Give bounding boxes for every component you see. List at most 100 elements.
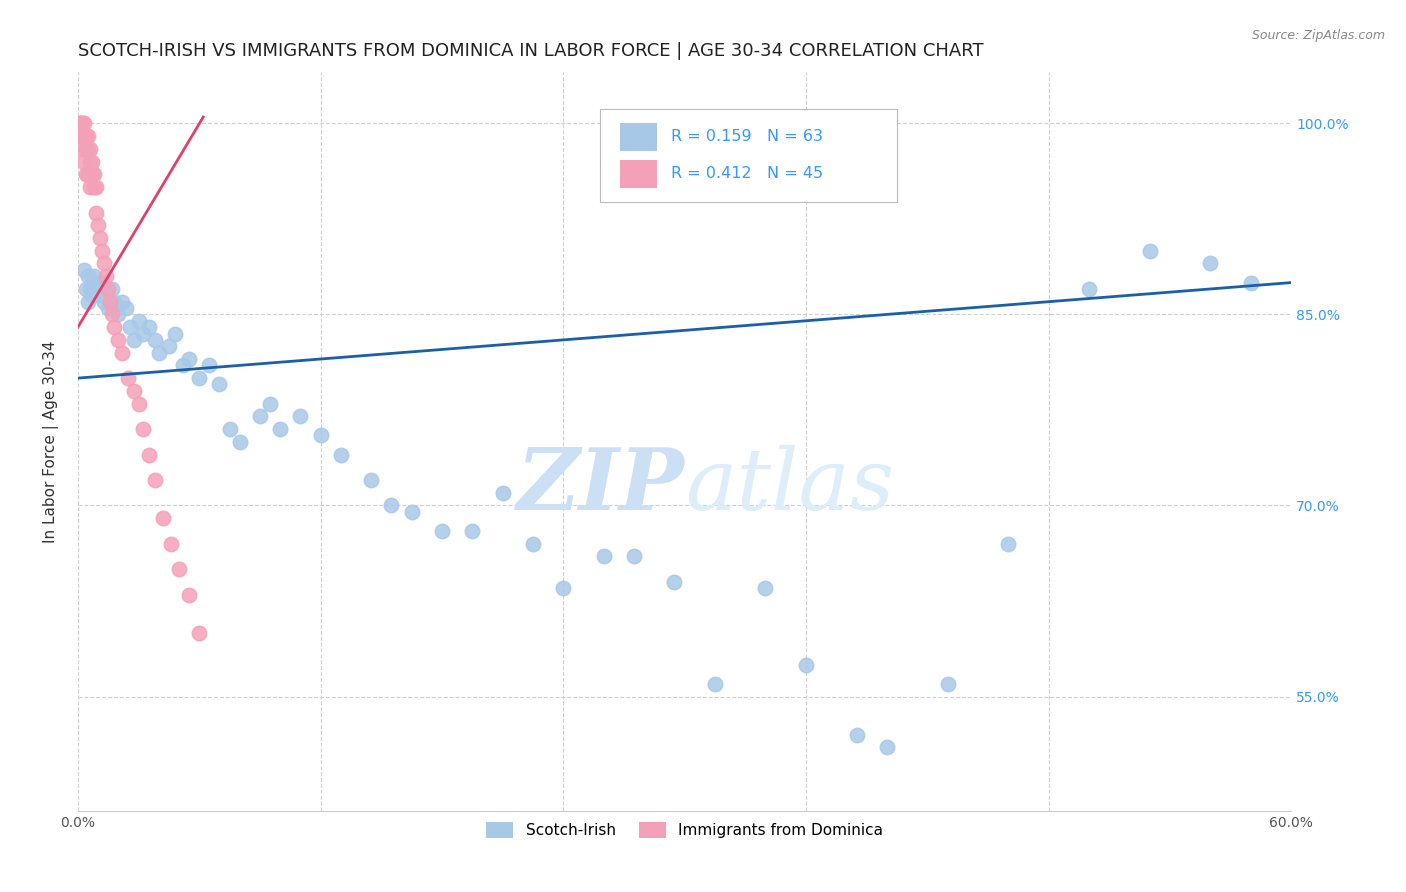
- Legend: Scotch-Irish, Immigrants from Dominica: Scotch-Irish, Immigrants from Dominica: [479, 816, 890, 844]
- Point: [75, 129, 97, 144]
- Point: [84, 205, 107, 219]
- Point: [83, 180, 105, 194]
- Point: [93, 294, 115, 309]
- Point: [70, 129, 93, 144]
- Point: [70, 116, 93, 130]
- Point: [84, 180, 107, 194]
- Point: [80, 288, 103, 302]
- Point: [107, 308, 129, 322]
- Point: [101, 282, 124, 296]
- Point: [138, 320, 160, 334]
- Point: [664, 574, 686, 589]
- Point: [77, 294, 100, 309]
- Point: [936, 677, 959, 691]
- Point: [360, 473, 382, 487]
- Bar: [620, 160, 657, 187]
- Point: [79, 154, 101, 169]
- Point: [208, 377, 231, 392]
- Point: [111, 345, 134, 359]
- Point: [87, 219, 110, 233]
- Point: [80, 276, 103, 290]
- Point: [188, 371, 211, 385]
- Point: [218, 422, 240, 436]
- Point: [117, 371, 139, 385]
- Point: [73, 263, 96, 277]
- Point: [1240, 276, 1263, 290]
- Point: [269, 422, 291, 436]
- Point: [1139, 244, 1161, 258]
- Point: [430, 524, 453, 538]
- Text: ZIP: ZIP: [517, 444, 685, 528]
- Point: [148, 345, 170, 359]
- Point: [79, 142, 101, 156]
- Point: [401, 505, 423, 519]
- Point: [131, 326, 153, 341]
- Point: [259, 396, 281, 410]
- Bar: [620, 123, 657, 151]
- Point: [115, 301, 138, 315]
- Point: [103, 294, 125, 309]
- Point: [163, 326, 186, 341]
- Point: [249, 409, 271, 424]
- Point: [172, 359, 194, 373]
- Point: [79, 282, 101, 296]
- Point: [89, 231, 111, 245]
- Point: [997, 537, 1019, 551]
- Point: [138, 448, 160, 462]
- Point: [93, 256, 115, 270]
- Point: [1078, 282, 1101, 296]
- Point: [91, 244, 114, 258]
- Point: [89, 288, 111, 302]
- Point: [794, 657, 817, 672]
- Point: [69, 116, 91, 130]
- Point: [124, 384, 146, 398]
- Point: [592, 549, 614, 564]
- Point: [623, 549, 645, 564]
- Point: [98, 294, 121, 309]
- Point: [96, 269, 118, 284]
- Point: [103, 320, 125, 334]
- Point: [461, 524, 484, 538]
- Text: Source: ZipAtlas.com: Source: ZipAtlas.com: [1251, 29, 1385, 42]
- Text: SCOTCH-IRISH VS IMMIGRANTS FROM DOMINICA IN LABOR FORCE | AGE 30-34 CORRELATION : SCOTCH-IRISH VS IMMIGRANTS FROM DOMINICA…: [77, 42, 983, 60]
- Point: [228, 434, 250, 449]
- Point: [522, 537, 544, 551]
- Point: [754, 582, 776, 596]
- Point: [876, 740, 898, 755]
- Point: [80, 167, 103, 181]
- Point: [131, 422, 153, 436]
- Point: [120, 320, 142, 334]
- Point: [77, 142, 100, 156]
- Point: [79, 180, 101, 194]
- Point: [83, 269, 105, 284]
- Point: [198, 359, 221, 373]
- Point: [97, 301, 120, 315]
- Point: [309, 428, 332, 442]
- Y-axis label: In Labor Force | Age 30-34: In Labor Force | Age 30-34: [44, 341, 59, 543]
- Point: [101, 308, 124, 322]
- Point: [160, 537, 183, 551]
- Point: [73, 154, 96, 169]
- Point: [69, 116, 91, 130]
- Point: [80, 154, 103, 169]
- Point: [77, 269, 100, 284]
- Point: [128, 396, 150, 410]
- Point: [329, 448, 352, 462]
- Point: [84, 276, 107, 290]
- Point: [73, 129, 96, 144]
- Point: [75, 167, 97, 181]
- Point: [157, 339, 180, 353]
- Point: [703, 677, 725, 691]
- Point: [83, 167, 105, 181]
- Point: [491, 485, 513, 500]
- Point: [143, 473, 166, 487]
- Point: [177, 351, 200, 366]
- Point: [167, 562, 190, 576]
- Point: [128, 314, 150, 328]
- Point: [77, 167, 100, 181]
- Point: [380, 499, 402, 513]
- Point: [152, 511, 174, 525]
- Text: R = 0.412   N = 45: R = 0.412 N = 45: [671, 166, 824, 181]
- Point: [97, 282, 120, 296]
- Point: [91, 276, 114, 290]
